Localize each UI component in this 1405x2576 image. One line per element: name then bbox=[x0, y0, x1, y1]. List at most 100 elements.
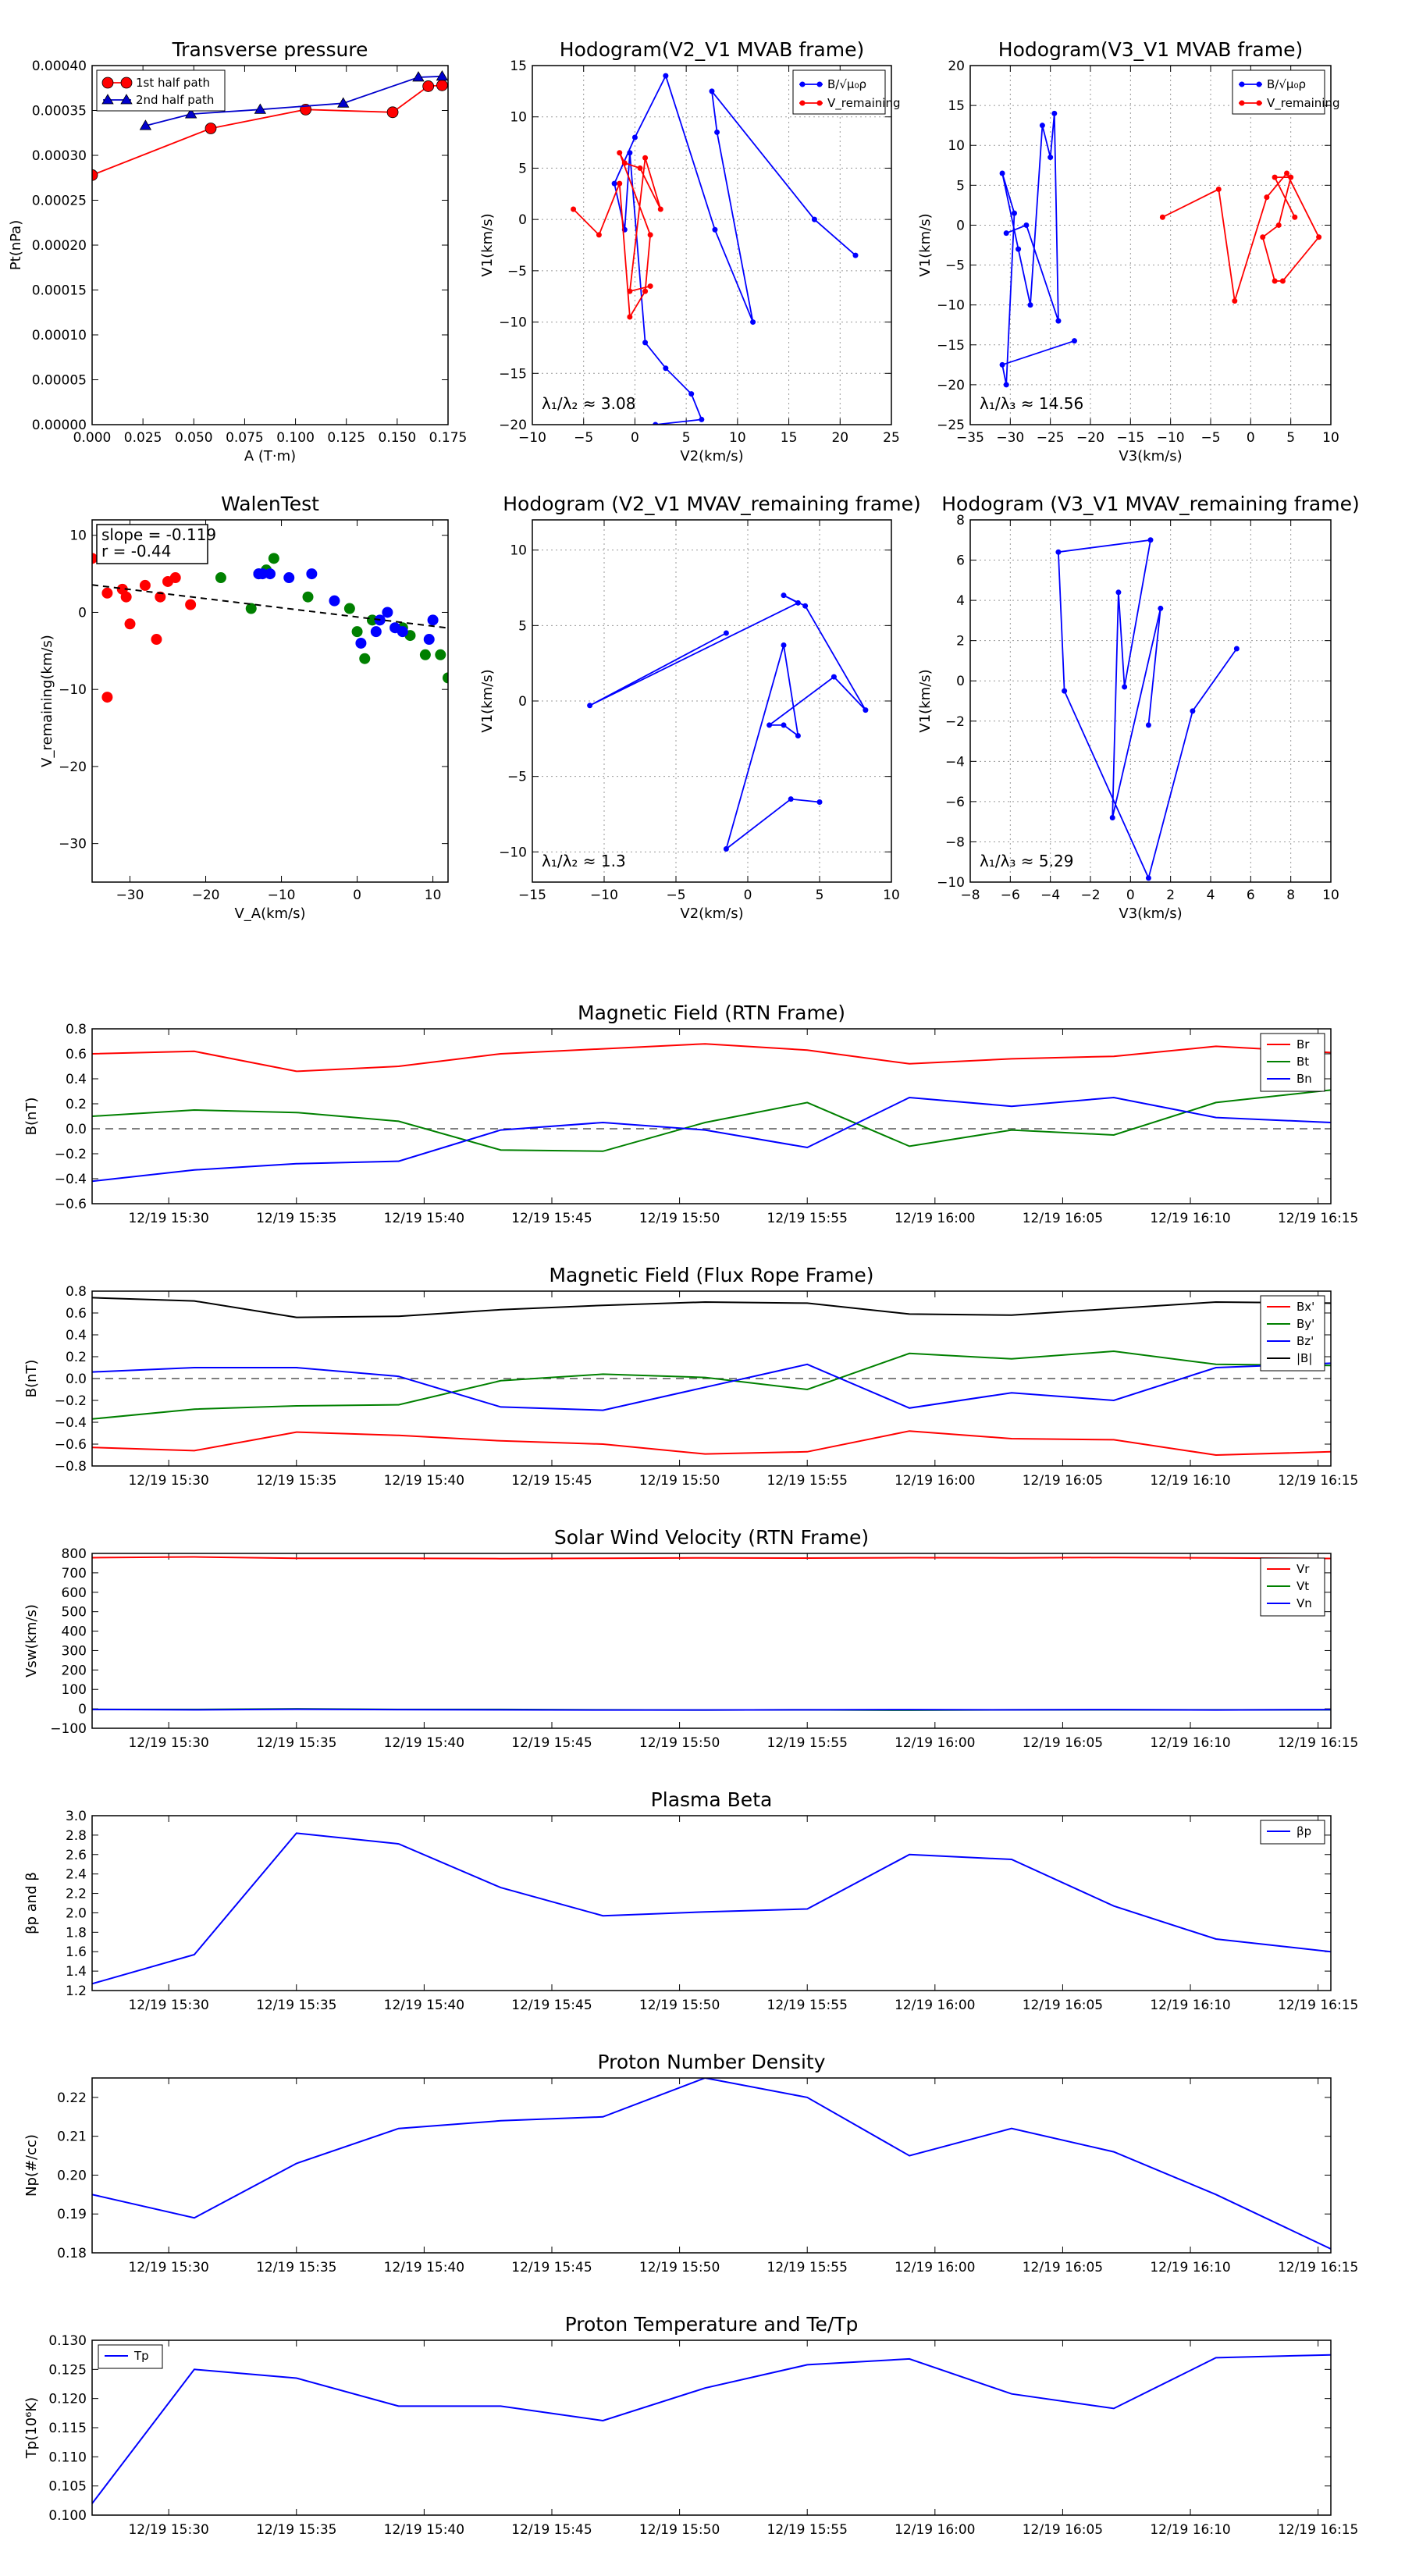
legend-marker bbox=[799, 100, 806, 106]
data-point bbox=[422, 80, 435, 92]
x-tick-label: −35 bbox=[956, 430, 984, 446]
y-tick-label: −10 bbox=[499, 315, 527, 331]
data-point bbox=[617, 180, 623, 187]
chart-bfr: 12/19 15:30 12/19 15:35 12/19 15:40 12/19 1… bbox=[23, 1264, 1358, 1489]
time-tick-label: 12/19 15:40 bbox=[384, 2260, 464, 2275]
data-point bbox=[642, 155, 649, 161]
time-tick-label: 12/19 15:30 bbox=[128, 1998, 208, 2013]
y-tick-label: 0.00030 bbox=[32, 148, 87, 164]
x-axis-label: V3(km/s) bbox=[1119, 448, 1182, 464]
data-point bbox=[663, 365, 669, 372]
series-line bbox=[92, 1297, 1331, 1318]
x-tick-label: −4 bbox=[1040, 888, 1060, 903]
data-point bbox=[184, 108, 197, 119]
data-point bbox=[435, 649, 446, 660]
y-tick-label: 1.8 bbox=[66, 1925, 87, 1941]
x-tick-label: 0.050 bbox=[175, 430, 213, 446]
series-line bbox=[92, 1096, 1331, 1183]
y-tick-label: 1.4 bbox=[66, 1964, 87, 1980]
y-tick-label: −5 bbox=[945, 258, 965, 274]
plot-area bbox=[92, 1556, 1331, 1711]
data-point bbox=[1145, 722, 1151, 728]
y-tick-label: 0.2 bbox=[66, 1097, 87, 1112]
chart-tp2: 12/19 15:30 12/19 15:35 12/19 15:40 12/19 1… bbox=[23, 2313, 1358, 2538]
chart-title: Hodogram(V3_V1 MVAB frame) bbox=[998, 38, 1303, 61]
x-tick-label: −5 bbox=[666, 888, 685, 903]
x-tick-label: 5 bbox=[682, 430, 691, 446]
legend-marker bbox=[816, 81, 823, 87]
x-axis-label: A (T·m) bbox=[244, 448, 296, 464]
series-line bbox=[614, 73, 856, 425]
time-tick-label: 12/19 16:10 bbox=[1150, 1211, 1230, 1226]
axes-frame bbox=[91, 65, 449, 425]
y-tick-label: 0.00040 bbox=[32, 59, 87, 74]
x-tick-label: 10 bbox=[1322, 430, 1339, 446]
y-tick-label: 0 bbox=[518, 212, 527, 228]
y-tick-label: 3.0 bbox=[66, 1809, 87, 1824]
ratio-annotation: λ₁/λ₃ ≈ 14.56 bbox=[980, 394, 1083, 413]
y-axis-label: βp and β bbox=[23, 1872, 40, 1934]
data-point bbox=[767, 722, 773, 728]
time-tick-label: 12/19 15:40 bbox=[384, 1473, 464, 1489]
x-tick-label: −20 bbox=[1076, 430, 1104, 446]
y-tick-label: −0.4 bbox=[55, 1172, 87, 1187]
legend-label: Bn bbox=[1297, 1072, 1312, 1086]
data-point bbox=[1215, 186, 1222, 192]
time-tick-label: 12/19 15:50 bbox=[639, 1473, 720, 1489]
data-point bbox=[1190, 708, 1196, 714]
y-tick-label: 0 bbox=[956, 674, 965, 689]
data-point bbox=[302, 591, 314, 603]
y-tick-label: −0.4 bbox=[55, 1415, 87, 1431]
time-tick-label: 12/19 15:30 bbox=[128, 1735, 208, 1751]
legend-marker bbox=[120, 94, 133, 105]
plot-area bbox=[92, 70, 448, 181]
data-point bbox=[139, 579, 151, 591]
time-tick-label: 12/19 16:10 bbox=[1150, 2260, 1230, 2275]
axes-frame bbox=[91, 2077, 1332, 2254]
x-tick-label: −10 bbox=[1157, 430, 1185, 446]
legend-label: Bx' bbox=[1297, 1300, 1314, 1314]
data-point bbox=[1055, 318, 1062, 324]
ratio-annotation: λ₁/λ₃ ≈ 5.29 bbox=[980, 852, 1073, 870]
y-tick-label: 0.00035 bbox=[32, 104, 87, 119]
time-tick-label: 12/19 15:35 bbox=[256, 1735, 336, 1751]
time-tick-label: 12/19 16:05 bbox=[1023, 1211, 1103, 1226]
x-tick-label: −5 bbox=[1200, 430, 1220, 446]
data-point bbox=[101, 587, 113, 599]
y-tick-label: 0.18 bbox=[57, 2246, 87, 2261]
time-tick-label: 12/19 15:30 bbox=[128, 1211, 208, 1226]
data-point bbox=[852, 252, 859, 258]
time-tick-label: 12/19 15:30 bbox=[128, 1473, 208, 1489]
time-tick-label: 12/19 16:15 bbox=[1278, 1735, 1358, 1751]
time-tick-label: 12/19 15:40 bbox=[384, 2522, 464, 2538]
data-point bbox=[863, 707, 869, 713]
y-tick-label: 0.110 bbox=[48, 2450, 87, 2465]
data-point bbox=[1055, 549, 1062, 555]
chart-h3: −15 −10 −5 0 5 10 −10 −5 0 5 10 Hodogram (V2_V1 MVA… bbox=[479, 493, 921, 922]
y-tick-label: 600 bbox=[62, 1585, 87, 1601]
series-line bbox=[1161, 172, 1320, 301]
y-tick-label: −6 bbox=[945, 795, 965, 810]
data-point bbox=[781, 642, 787, 648]
data-point bbox=[254, 103, 267, 114]
data-point bbox=[1051, 110, 1058, 116]
time-tick-label: 12/19 15:45 bbox=[511, 1211, 592, 1226]
x-tick-label: −10 bbox=[590, 888, 618, 903]
x-tick-label: −30 bbox=[996, 430, 1024, 446]
x-tick-label: −30 bbox=[116, 888, 144, 903]
data-point bbox=[795, 600, 801, 606]
data-point bbox=[1071, 338, 1077, 344]
y-tick-label: 0.22 bbox=[57, 2090, 87, 2106]
x-tick-label: 4 bbox=[1207, 888, 1215, 903]
time-tick-label: 12/19 15:55 bbox=[767, 1735, 848, 1751]
legend-label: Bt bbox=[1297, 1055, 1309, 1069]
x-tick-label: 0 bbox=[1126, 888, 1135, 903]
data-point bbox=[1062, 688, 1068, 694]
data-point bbox=[397, 626, 408, 638]
y-tick-label: 6 bbox=[956, 553, 965, 569]
y-tick-label: 0.00005 bbox=[32, 373, 87, 389]
y-tick-label: 0.0 bbox=[66, 1372, 87, 1387]
chart-np: 12/19 15:30 12/19 15:35 12/19 15:40 12/19 1… bbox=[23, 2051, 1358, 2275]
data-point bbox=[245, 603, 257, 614]
time-tick-label: 12/19 15:35 bbox=[256, 2522, 336, 2538]
